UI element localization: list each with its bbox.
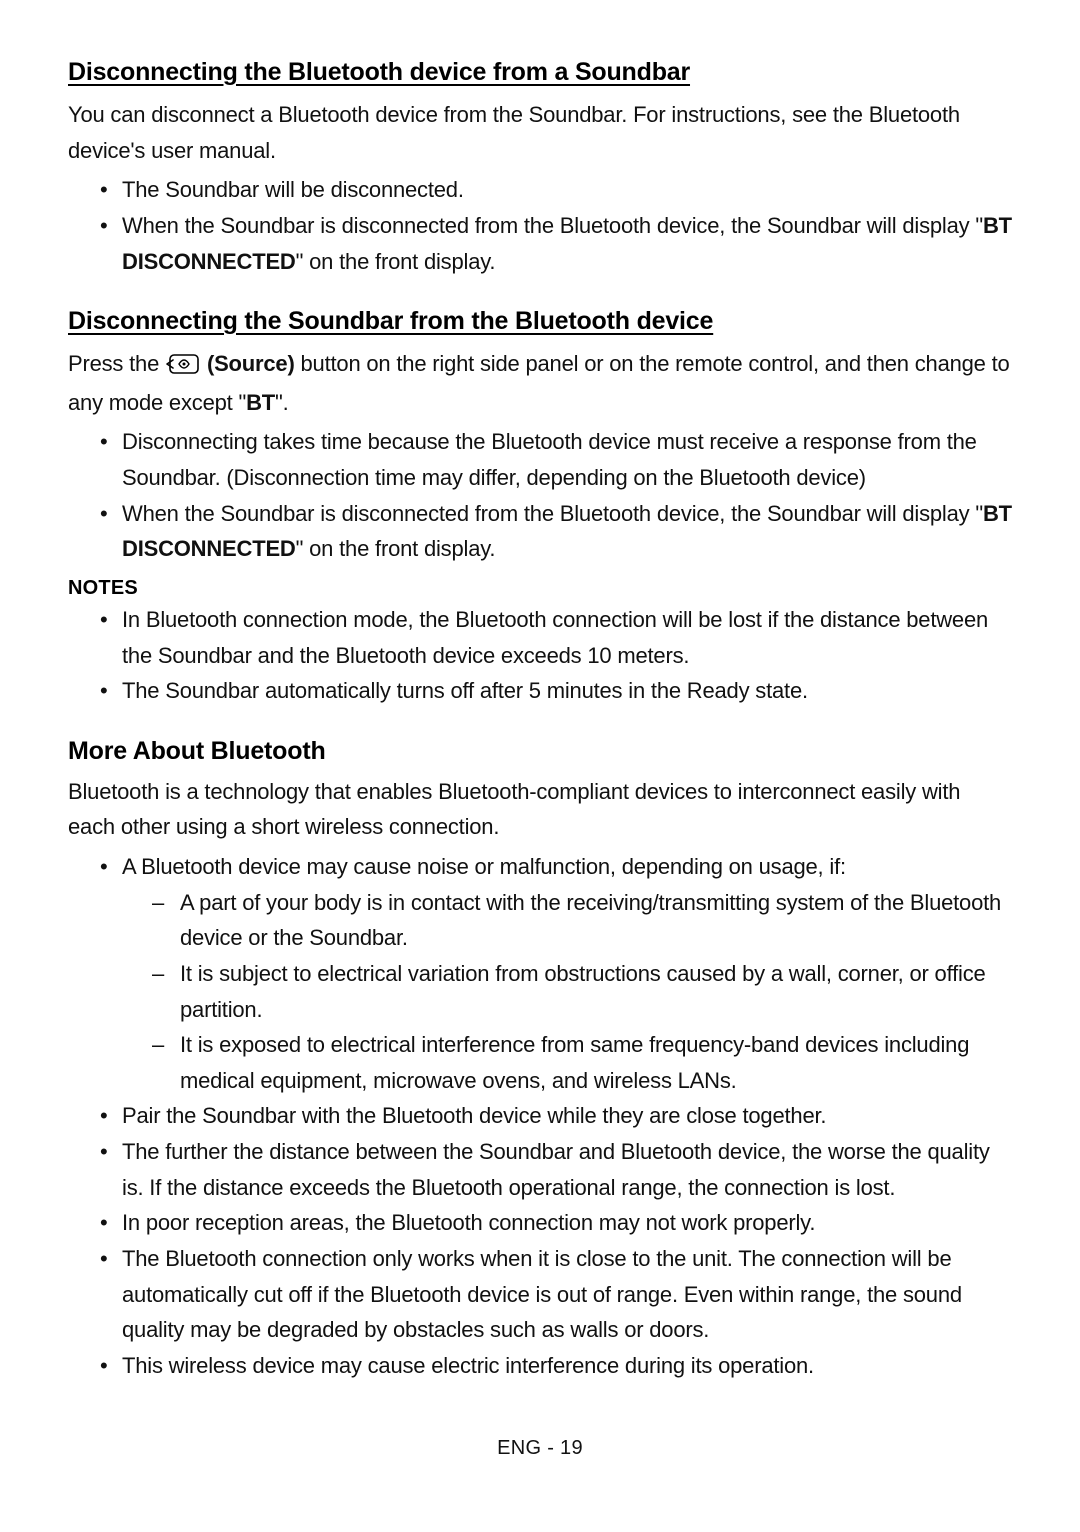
text-fragment: Press the [68, 351, 165, 376]
bt-label: BT [246, 390, 275, 415]
text-fragment: When the Soundbar is disconnected from t… [122, 213, 983, 238]
text-fragment: A Bluetooth device may cause noise or ma… [122, 854, 846, 879]
text-fragment: ". [275, 390, 289, 415]
sublist-item: It is exposed to electrical interference… [152, 1027, 1012, 1098]
sublist: A part of your body is in contact with t… [122, 885, 1012, 1099]
heading-disconnect-soundbar: Disconnecting the Soundbar from the Blue… [68, 307, 1012, 336]
list-item: The Soundbar automatically turns off aft… [100, 673, 1012, 709]
list-more-bluetooth: A Bluetooth device may cause noise or ma… [68, 849, 1012, 1383]
text-fragment: " on the front display. [296, 536, 496, 561]
list-item: A Bluetooth device may cause noise or ma… [100, 849, 1012, 1098]
sublist-item: A part of your body is in contact with t… [152, 885, 1012, 956]
intro-disconnect-soundbar: Press the (Source) button on the right s… [68, 346, 1012, 420]
list-item: The Bluetooth connection only works when… [100, 1241, 1012, 1348]
sublist-item: It is subject to electrical variation fr… [152, 956, 1012, 1027]
list-item: When the Soundbar is disconnected from t… [100, 208, 1012, 279]
source-icon [165, 349, 199, 385]
page-footer: ENG - 19 [0, 1437, 1080, 1460]
list-item: Pair the Soundbar with the Bluetooth dev… [100, 1098, 1012, 1134]
source-label: (Source) [201, 351, 295, 376]
text-fragment: When the Soundbar is disconnected from t… [122, 501, 983, 526]
intro-disconnect-device: You can disconnect a Bluetooth device fr… [68, 97, 1012, 168]
heading-more-bluetooth: More About Bluetooth [68, 737, 1012, 766]
list-disconnect-device: The Soundbar will be disconnected. When … [68, 172, 1012, 279]
list-disconnect-soundbar: Disconnecting takes time because the Blu… [68, 424, 1012, 567]
list-item: In Bluetooth connection mode, the Blueto… [100, 602, 1012, 673]
list-item: When the Soundbar is disconnected from t… [100, 496, 1012, 567]
list-item: The further the distance between the Sou… [100, 1134, 1012, 1205]
heading-disconnect-device: Disconnecting the Bluetooth device from … [68, 58, 1012, 87]
list-item: The Soundbar will be disconnected. [100, 172, 1012, 208]
intro-more-bluetooth: Bluetooth is a technology that enables B… [68, 774, 1012, 845]
list-item: In poor reception areas, the Bluetooth c… [100, 1205, 1012, 1241]
list-item: This wireless device may cause electric … [100, 1348, 1012, 1384]
text-fragment: " on the front display. [296, 249, 496, 274]
list-notes: In Bluetooth connection mode, the Blueto… [68, 602, 1012, 709]
list-item: Disconnecting takes time because the Blu… [100, 424, 1012, 495]
notes-label: NOTES [68, 577, 1012, 600]
